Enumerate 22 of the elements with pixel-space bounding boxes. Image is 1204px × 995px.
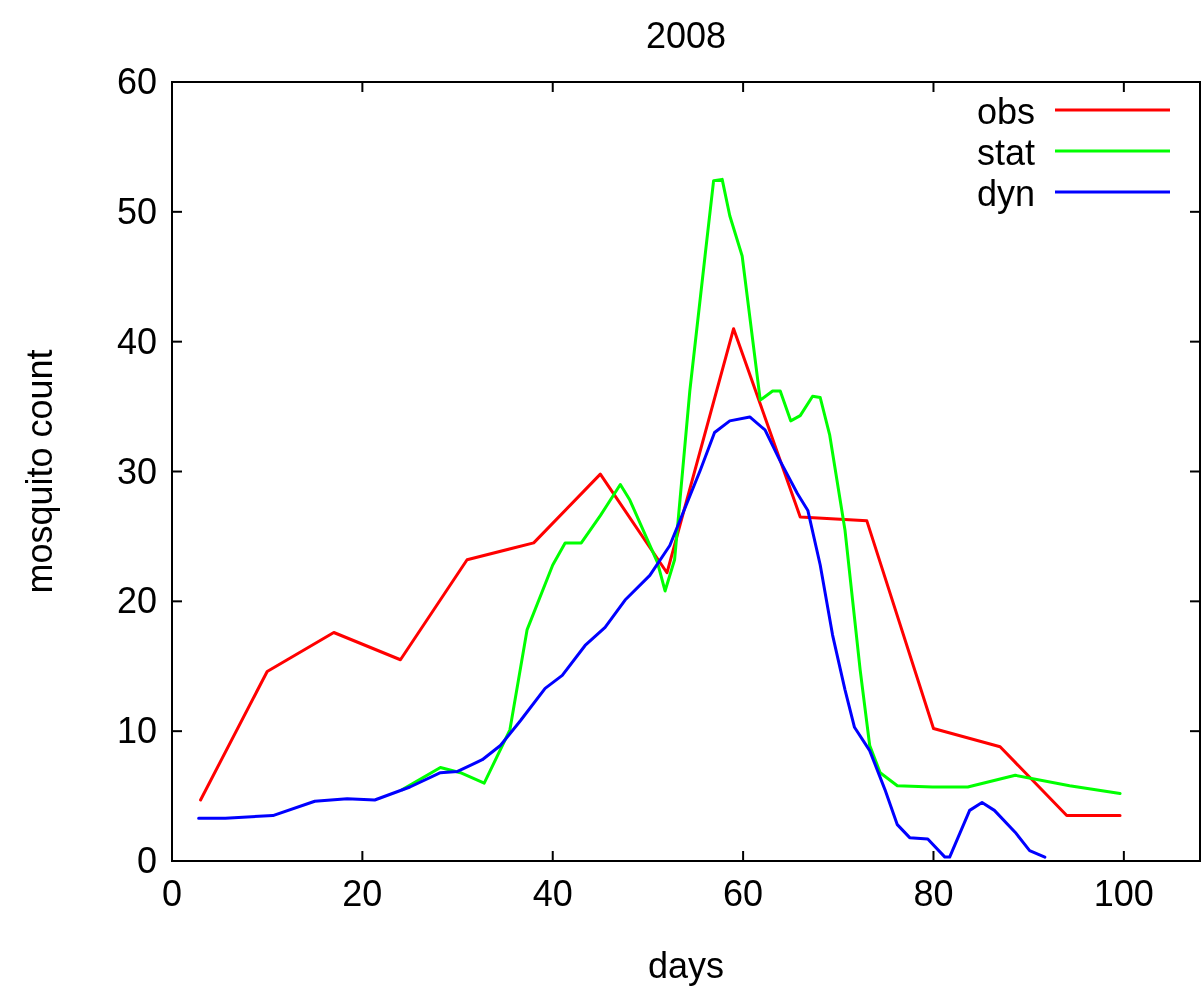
y-tick-label: 20 bbox=[116, 580, 157, 622]
x-tick-label: 20 bbox=[342, 873, 383, 914]
x-axis-title: days bbox=[647, 945, 725, 986]
y-tick-label: 40 bbox=[116, 320, 157, 362]
y-axis-title: mosquito count bbox=[19, 349, 60, 594]
line-series bbox=[197, 415, 1047, 859]
x-tick-label: 40 bbox=[532, 873, 573, 914]
x-tick-label: 80 bbox=[913, 873, 954, 914]
legend-label: stat bbox=[976, 132, 1035, 173]
y-tick-label: 60 bbox=[116, 61, 157, 102]
y-tick-label: 0 bbox=[136, 840, 157, 881]
line-series bbox=[400, 177, 1122, 795]
y-tick-label: 50 bbox=[116, 190, 157, 232]
y-tick-label: 30 bbox=[116, 450, 157, 492]
legend-label: obs bbox=[976, 91, 1035, 132]
x-tick-label: 100 bbox=[1093, 873, 1154, 914]
line-series bbox=[199, 327, 1122, 818]
legend-label: dyn bbox=[976, 173, 1035, 214]
x-tick-label: 0 bbox=[161, 873, 183, 914]
chart-title: 2008 bbox=[645, 15, 727, 56]
x-tick-label: 60 bbox=[723, 873, 764, 914]
y-tick-label: 10 bbox=[116, 710, 157, 752]
